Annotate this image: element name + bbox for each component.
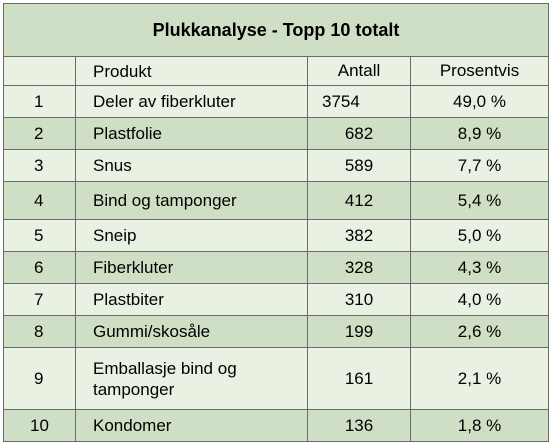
percent-cell: 4,0 %	[409, 283, 550, 316]
header-percent: Prosentvis	[409, 56, 550, 86]
rank-cell: 5	[3, 219, 76, 252]
header-row: Produkt Antall Prosentvis	[3, 56, 550, 86]
product-cell: Fiberkluter	[75, 251, 308, 284]
rank-cell: 10	[3, 409, 76, 442]
percent-cell: 5,0 %	[409, 219, 550, 252]
product-cell: Plastbiter	[75, 283, 308, 316]
table-row: 1 Deler av fiberkluter 3754 49,0 %	[3, 85, 550, 118]
percent-cell: 2,6 %	[409, 315, 550, 348]
count-cell: 136	[307, 409, 411, 442]
product-cell: Plastfolie	[75, 117, 308, 150]
table-row: 4 Bind og tamponger 412 5,4 %	[3, 181, 550, 220]
product-cell: Bind og tamponger	[75, 181, 308, 220]
table-row: 9 Emballasje bind og tamponger 161 2,1 %	[3, 347, 550, 410]
product-cell: Deler av fiberkluter	[75, 85, 308, 118]
percent-cell: 4,3 %	[409, 251, 550, 284]
rank-cell: 3	[3, 149, 76, 182]
title-row: Plukkanalyse - Topp 10 totalt	[2, 3, 550, 57]
product-cell: Sneip	[75, 219, 308, 252]
rank-cell: 4	[3, 181, 76, 220]
count-cell: 382	[307, 219, 411, 252]
count-cell: 412	[307, 181, 411, 220]
product-cell: Emballasje bind og tamponger	[75, 347, 308, 410]
rank-cell: 8	[3, 315, 76, 348]
percent-cell: 8,9 %	[409, 117, 550, 150]
percent-cell: 49,0 %	[409, 85, 550, 118]
count-cell: 3754	[307, 85, 411, 118]
table-row: 6 Fiberkluter 328 4,3 %	[3, 251, 550, 284]
table-title: Plukkanalyse - Topp 10 totalt	[2, 3, 550, 57]
table-row: 2 Plastfolie 682 8,9 %	[3, 117, 550, 150]
table-container: Plukkanalyse - Topp 10 totalt Produkt An…	[2, 3, 550, 442]
table-row: 3 Snus 589 7,7 %	[3, 149, 550, 182]
rank-cell: 2	[3, 117, 76, 150]
percent-cell: 1,8 %	[409, 409, 550, 442]
count-cell: 589	[307, 149, 411, 182]
count-cell: 199	[307, 315, 411, 348]
product-cell: Kondomer	[75, 409, 308, 442]
percent-cell: 7,7 %	[409, 149, 550, 182]
rank-cell: 9	[3, 347, 76, 410]
percent-cell: 2,1 %	[409, 347, 550, 410]
table-row: 5 Sneip 382 5,0 %	[3, 219, 550, 252]
header-rank	[3, 56, 76, 86]
product-cell: Gummi/skosåle	[75, 315, 308, 348]
table-row: 10 Kondomer 136 1,8 %	[3, 409, 550, 442]
table-row: 7 Plastbiter 310 4,0 %	[3, 283, 550, 316]
product-cell: Snus	[75, 149, 308, 182]
header-count: Antall	[307, 56, 411, 86]
count-cell: 328	[307, 251, 411, 284]
rank-cell: 7	[3, 283, 76, 316]
header-product: Produkt	[75, 56, 308, 86]
count-cell: 310	[307, 283, 411, 316]
rank-cell: 1	[3, 85, 76, 118]
count-cell: 161	[307, 347, 411, 410]
count-cell: 682	[307, 117, 411, 150]
table-row: 8 Gummi/skosåle 199 2,6 %	[3, 315, 550, 348]
rank-cell: 6	[3, 251, 76, 284]
percent-cell: 5,4 %	[409, 181, 550, 220]
pick-analysis-table: Plukkanalyse - Topp 10 totalt Produkt An…	[2, 3, 550, 442]
